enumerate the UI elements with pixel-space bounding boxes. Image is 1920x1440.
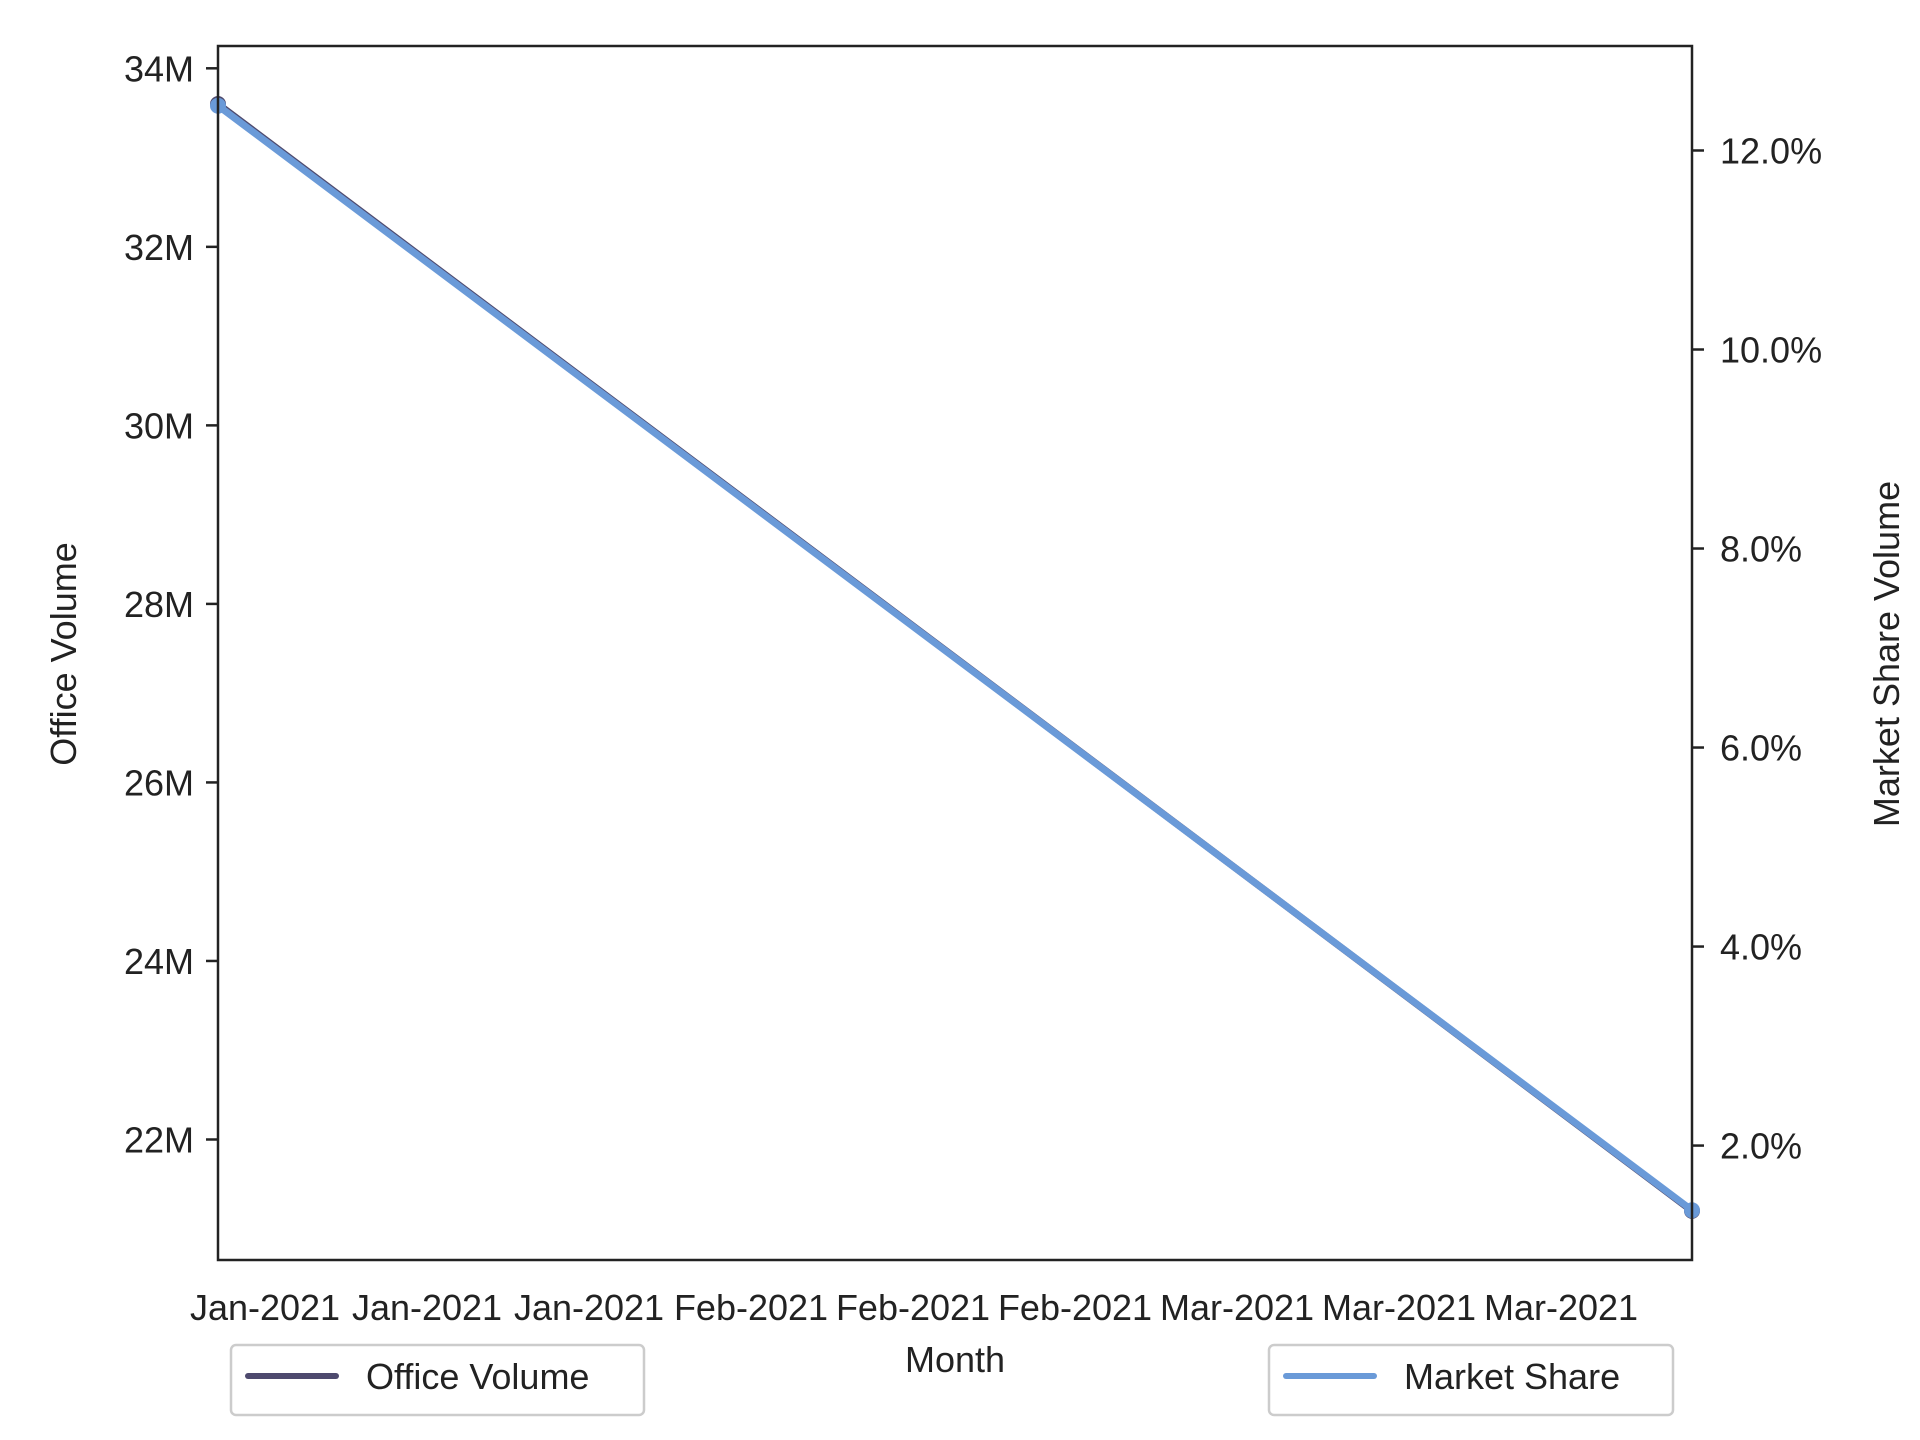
y-axis-label-left: Office Volume [43, 542, 84, 765]
legend-market-share: Market Share [1267, 1343, 1675, 1417]
y-tick-label-left: 24M [124, 941, 194, 982]
x-tick-label: Mar-2021 [1322, 1287, 1476, 1328]
y-tick-label-right: 4.0% [1720, 927, 1802, 968]
x-axis: Jan-2021 Jan-2021 Jan-2021 Feb-2021 Feb-2021… [190, 1287, 1638, 1328]
legend-label: Office Volume [366, 1356, 589, 1397]
legend-label: Market Share [1404, 1356, 1620, 1397]
x-tick-label: Mar-2021 [1160, 1287, 1314, 1328]
x-tick-label: Mar-2021 [1484, 1287, 1638, 1328]
right-axis: 2.0% 4.0% 6.0% 8.0% 10.0% 12.0% [1692, 130, 1822, 1167]
x-tick-label: Feb-2021 [998, 1287, 1152, 1328]
y-tick-label-left: 26M [124, 762, 194, 803]
x-axis-label: Month [905, 1339, 1005, 1380]
series-line-1 [214, 102, 1696, 1214]
y-tick-label-left: 22M [124, 1119, 194, 1160]
x-tick-label: Jan-2021 [514, 1287, 664, 1328]
y-tick-label-right: 10.0% [1720, 330, 1822, 371]
y-tick-label-left: 34M [124, 48, 194, 89]
y-tick-label-left: 30M [124, 405, 194, 446]
y-tick-label-right: 8.0% [1720, 529, 1802, 570]
x-tick-label: Feb-2021 [836, 1287, 990, 1328]
y-tick-label-right: 6.0% [1720, 728, 1802, 769]
x-tick-label: Feb-2021 [674, 1287, 828, 1328]
x-tick-label: Jan-2021 [190, 1287, 340, 1328]
left-axis: 22M 24M 26M 28M 30M 32M 34M [124, 48, 218, 1160]
y-tick-label-left: 28M [124, 584, 194, 625]
legend-box [1267, 1343, 1675, 1417]
legend-box [229, 1343, 646, 1417]
y-tick-label-right: 12.0% [1720, 130, 1822, 171]
plot-frame [216, 44, 1694, 1262]
legend-office-volume: Office Volume [229, 1343, 646, 1417]
y-tick-label-left: 32M [124, 227, 194, 268]
y-tick-label-right: 2.0% [1720, 1126, 1802, 1167]
x-tick-label: Jan-2021 [352, 1287, 502, 1328]
y-axis-label-right: Market Share Volume [1866, 481, 1907, 827]
